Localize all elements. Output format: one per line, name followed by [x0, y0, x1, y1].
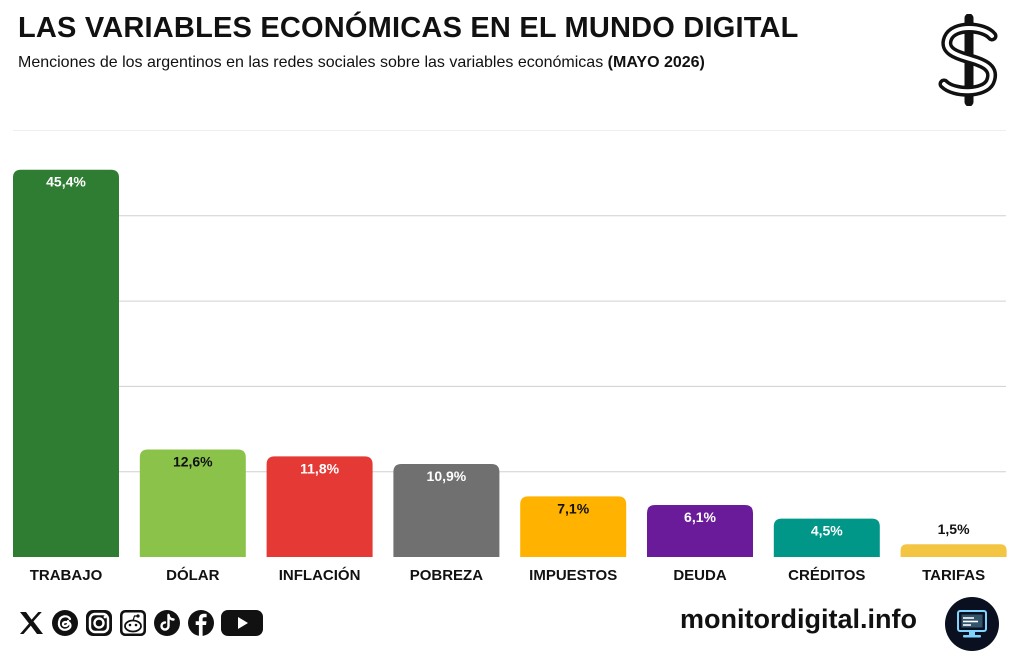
bar-6 [773, 518, 880, 557]
category-label-1: DÓLAR [166, 566, 219, 584]
data-label-0: 45,4% [46, 174, 86, 190]
reddit-icon[interactable] [118, 608, 148, 638]
bar-1 [139, 449, 246, 557]
data-label-3: 10,9% [427, 468, 467, 484]
site-url[interactable]: monitordigital.info [680, 604, 917, 634]
category-label-3: POBREZA [410, 567, 484, 584]
bar-chart: 45,4% 12,6% 11,8% 10,9% 7,1% 6,1% 4,5% 1,5% TRA… [13, 130, 1007, 584]
chart-category-labels: TRABAJO DÓLAR INFLACIÓN POBREZA IMPUESTOS DEU… [30, 566, 985, 584]
social-icons [16, 608, 264, 638]
youtube-icon[interactable] [220, 608, 264, 638]
chart-subtitle: Menciones de los argentinos en las redes… [18, 54, 705, 72]
chart-bars [13, 169, 1007, 557]
bar-2 [266, 456, 373, 557]
bar-7 [900, 544, 1007, 557]
subtitle-text: Menciones de los argentinos en las redes… [18, 54, 604, 71]
chart-title: LAS VARIABLES ECONÓMICAS EN EL MUNDO DIG… [18, 12, 799, 44]
data-label-6: 4,5% [811, 523, 843, 539]
category-label-6: CRÉDITOS [788, 567, 865, 584]
bar-0 [13, 169, 119, 557]
data-label-7: 1,5% [938, 521, 970, 537]
x-icon[interactable] [16, 608, 46, 638]
bar-3 [393, 464, 500, 557]
facebook-icon[interactable] [186, 608, 216, 638]
chart-data-labels: 45,4% 12,6% 11,8% 10,9% 7,1% 6,1% 4,5% 1,5% [46, 174, 970, 539]
category-label-0: TRABAJO [30, 567, 103, 584]
threads-icon[interactable] [50, 608, 80, 638]
data-label-5: 6,1% [684, 509, 716, 525]
monitor-icon [945, 597, 999, 651]
data-label-1: 12,6% [173, 454, 213, 470]
data-label-2: 11,8% [300, 460, 339, 476]
subtitle-period: (MAYO 2026) [607, 54, 705, 71]
category-label-5: DEUDA [673, 567, 727, 584]
tiktok-icon[interactable] [152, 608, 182, 638]
data-label-4: 7,1% [557, 500, 589, 516]
bar-4 [520, 496, 627, 557]
chart-grid [13, 130, 1006, 473]
instagram-icon[interactable] [84, 608, 114, 638]
bar-5 [647, 504, 753, 557]
dollar-icon [938, 14, 998, 106]
category-label-4: IMPUESTOS [529, 567, 617, 584]
category-label-7: TARIFAS [922, 567, 985, 584]
category-label-2: INFLACIÓN [279, 566, 361, 584]
